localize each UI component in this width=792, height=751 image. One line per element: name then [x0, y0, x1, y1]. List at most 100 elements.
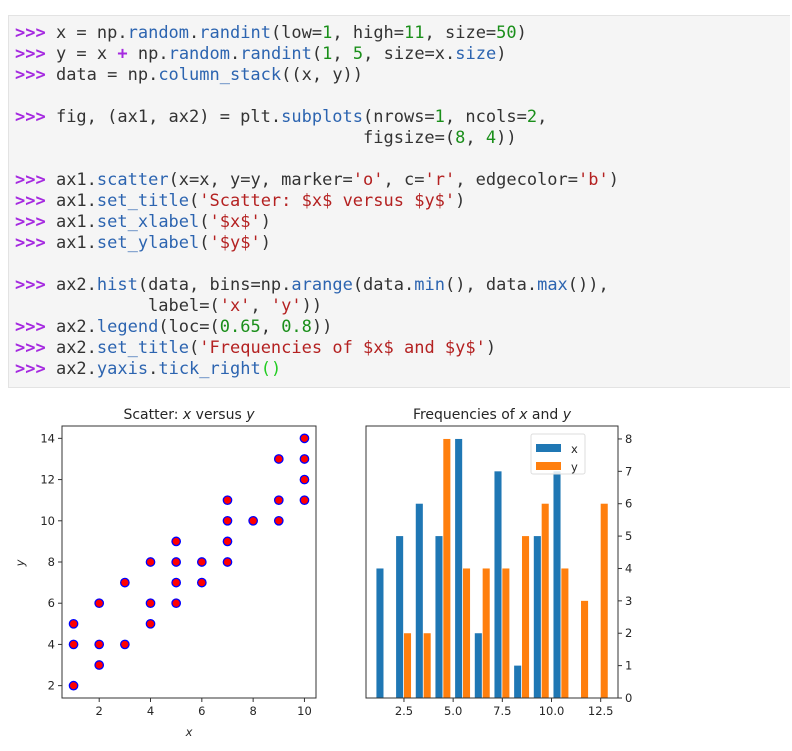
code-token: ,: [260, 317, 282, 337]
code-token: ): [260, 212, 271, 232]
scatter-axes-frame: [61, 425, 317, 699]
code-token: (): [260, 359, 282, 379]
code-token: ): [455, 191, 466, 211]
code-line: >>> ax2.set_title('Frequencies of $x$ an…: [15, 338, 790, 359]
code-token: 1: [434, 107, 445, 127]
scatter-point: [299, 474, 310, 485]
code-token: column_stack: [158, 65, 282, 85]
scatter-point: [273, 454, 284, 464]
code-token: , ncols=: [444, 107, 527, 127]
title-part: x: [518, 407, 528, 423]
x-tick-label: 10.0: [539, 704, 565, 718]
scatter-point: [68, 618, 79, 629]
code-line: >>> x = np.random.randint(low=1, high=11…: [15, 23, 790, 44]
prompt: >>>: [15, 233, 56, 253]
x-tick-label: 7.5: [493, 704, 511, 718]
code-token: 'r': [424, 170, 456, 190]
code-token: y = x: [55, 44, 118, 64]
y-tick-label: 2: [625, 626, 632, 640]
code-token: 2: [526, 107, 538, 127]
prompt: >>>: [15, 107, 56, 127]
code-token: '$y$': [209, 233, 261, 253]
code-token: 'Frequencies of $x$ and $y$': [199, 338, 486, 358]
code-token: label=(: [15, 296, 220, 316]
code-line: [15, 254, 790, 275]
y-tick-label: 3: [625, 594, 632, 608]
scatter-point: [222, 536, 233, 547]
y-tick-label: 8: [48, 555, 55, 569]
hist-bar-x: [553, 471, 561, 698]
code-token: )): [311, 317, 333, 337]
title-part: x: [182, 407, 192, 423]
hist-bar-y: [541, 503, 549, 698]
scatter-point: [222, 495, 233, 506]
scatter-point: [171, 557, 182, 567]
scatter-point: [222, 515, 233, 526]
code-token: 1: [322, 23, 333, 43]
scatter-point: [171, 536, 182, 547]
code-token: random: [127, 23, 190, 43]
code-line: >>> fig, (ax1, ax2) = plt.subplots(nrows…: [15, 107, 790, 128]
code-line: >>> ax1.set_title('Scatter: $x$ versus $…: [15, 191, 790, 212]
code-token: 8: [455, 128, 466, 148]
y-tick-label: 4: [48, 637, 55, 651]
hist-bar-y: [423, 633, 431, 698]
code-token: scatter: [96, 170, 169, 190]
code-token: np.: [127, 44, 169, 64]
code-token: ()),: [567, 275, 609, 295]
code-token: ax1.: [55, 170, 97, 190]
code-token: ax2.: [55, 275, 97, 295]
scatter-point: [171, 598, 182, 609]
code-token: hist: [96, 275, 138, 295]
code-token: ax1.: [55, 233, 97, 253]
prompt: >>>: [15, 275, 56, 295]
title-part: y: [245, 407, 255, 423]
scatter-point: [171, 577, 182, 588]
scatter-point: [120, 639, 130, 650]
hist-bar-y: [561, 568, 569, 698]
code-token: 5: [352, 44, 364, 64]
code-token: (: [311, 44, 323, 64]
code-token: legend: [96, 317, 159, 337]
code-line: >>> ax1.scatter(x=x, y=y, marker='o', c=…: [15, 170, 790, 191]
code-token: .: [148, 359, 159, 379]
y-tick-label: 14: [40, 431, 55, 445]
code-token: arange: [291, 275, 353, 295]
code-token: )): [496, 128, 517, 148]
code-line: >>> ax2.hist(data, bins=np.arange(data.m…: [15, 275, 790, 296]
code-token: ): [496, 44, 507, 64]
code-token: randint: [199, 23, 271, 43]
scatter-point: [248, 515, 258, 526]
prompt: >>>: [15, 191, 56, 211]
code-token: 50: [496, 23, 517, 43]
x-tick-label: 10: [297, 704, 312, 718]
chart-title: Scatter: x versus y: [123, 407, 255, 423]
y-tick-label: 6: [48, 596, 55, 610]
prompt: >>>: [15, 212, 56, 232]
code-token: max: [537, 275, 568, 295]
hist-bar-y: [403, 633, 412, 698]
code-token: (data, bins=np.: [137, 275, 292, 295]
prompt: >>>: [15, 170, 56, 190]
x-tick-label: 2: [96, 704, 103, 718]
hist-bar-y: [522, 536, 530, 698]
code-token: (: [189, 338, 200, 358]
code-token: , size=: [424, 23, 497, 43]
prompt: >>>: [15, 65, 56, 85]
y-tick-label: 7: [625, 464, 632, 478]
x-tick-label: 8: [249, 704, 256, 718]
code-token: random: [168, 44, 230, 64]
scatter-point: [94, 639, 105, 650]
code-token: , high=: [332, 23, 405, 43]
code-token: tick_right: [158, 359, 261, 379]
hist-bar-x: [494, 471, 502, 698]
code-token: 0.8: [281, 317, 312, 337]
code-token: '$x$': [209, 212, 261, 232]
x-tick-label: 12.5: [588, 704, 614, 718]
y-tick-label: 10: [40, 514, 55, 528]
code-token: 1: [322, 44, 333, 64]
hist-bar-x: [455, 438, 463, 698]
code-token: (: [199, 233, 210, 253]
code-line: [15, 86, 790, 107]
prompt: >>>: [15, 23, 56, 43]
